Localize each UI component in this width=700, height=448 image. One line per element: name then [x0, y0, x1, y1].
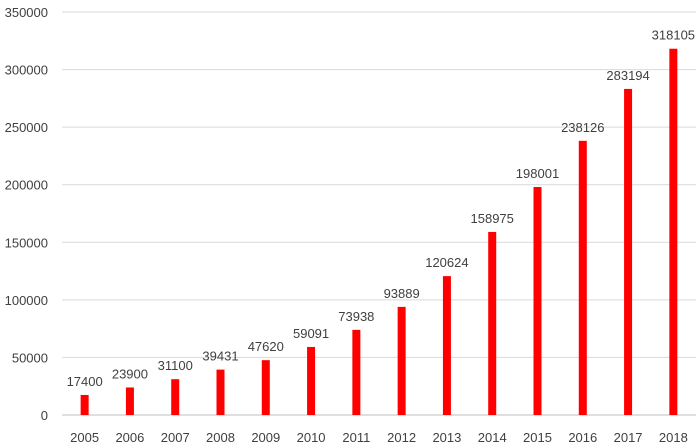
y-axis-ticks: 0 50000 100000 150000 200000 250000 300000 3500… [5, 5, 48, 423]
x-tick-label: 2005 [70, 430, 99, 445]
x-tick-label: 2015 [523, 430, 552, 445]
data-label-2013: 120624 [425, 255, 468, 270]
data-label-2014: 158975 [471, 211, 514, 226]
bar-2013 [442, 276, 451, 415]
x-tick-label: 2010 [297, 430, 326, 445]
x-tick-label: 2006 [115, 430, 144, 445]
y-tick-label: 0 [41, 408, 48, 423]
y-tick-label: 50000 [12, 350, 48, 365]
bar-2006 [125, 387, 134, 415]
bar-2010 [307, 346, 316, 415]
x-tick-label: 2008 [206, 430, 235, 445]
data-label-2005: 17400 [67, 374, 103, 389]
data-label-2017: 283194 [606, 68, 649, 83]
bar-2008 [216, 369, 225, 415]
bar-2012 [397, 306, 406, 415]
bar-2005 [80, 394, 89, 415]
x-tick-label: 2017 [614, 430, 643, 445]
bar-2017 [624, 88, 633, 416]
data-label-2007: 31100 [158, 358, 193, 373]
bar-2016 [578, 140, 587, 415]
bar-2009 [261, 360, 270, 415]
data-label-2018: 318105 [652, 28, 695, 43]
y-tick-label: 250000 [5, 120, 48, 135]
bar-2018 [669, 48, 678, 415]
data-label-2015: 198001 [516, 166, 559, 181]
data-label-2016: 238126 [561, 120, 604, 135]
x-tick-label: 2018 [659, 430, 688, 445]
y-tick-label: 100000 [5, 293, 48, 308]
data-label-2010: 59091 [293, 326, 329, 341]
y-tick-label: 350000 [5, 5, 48, 20]
x-tick-label: 2009 [251, 430, 280, 445]
x-tick-label: 2013 [432, 430, 461, 445]
bar-2015 [533, 187, 542, 415]
y-tick-label: 150000 [5, 235, 48, 250]
x-tick-label: 2014 [478, 430, 507, 445]
y-tick-label: 200000 [5, 178, 48, 193]
bars [80, 48, 678, 416]
bar-2007 [171, 379, 180, 415]
data-label-2009: 47620 [248, 339, 284, 354]
bar-2014 [488, 231, 497, 415]
data-label-2012: 93889 [384, 286, 420, 301]
y-tick-label: 300000 [5, 63, 48, 78]
data-label-2011: 73938 [338, 309, 374, 324]
data-labels: 17400 23900 31100 39431 47620 59091 73938 93889… [67, 28, 695, 389]
x-tick-label: 2016 [568, 430, 597, 445]
data-label-2008: 39431 [202, 349, 238, 364]
data-label-2006: 23900 [112, 366, 148, 381]
x-tick-label: 2012 [387, 430, 416, 445]
x-axis-ticks: 2005 2006 2007 2008 2009 2010 2011 2012 2013 2014… [70, 430, 688, 445]
gridlines [62, 11, 696, 416]
x-tick-label: 2011 [342, 430, 370, 445]
bar-2011 [352, 329, 361, 415]
x-tick-label: 2007 [161, 430, 190, 445]
